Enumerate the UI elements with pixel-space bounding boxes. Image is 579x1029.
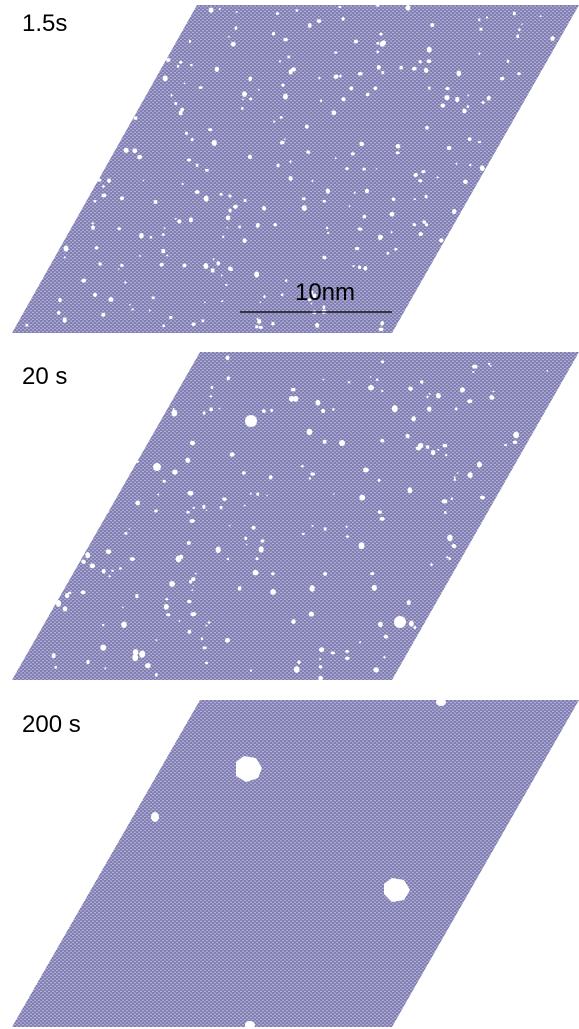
panel-label: 200 s — [22, 711, 81, 738]
panel-label: 20 s — [22, 363, 67, 390]
figure: 10nm 1.5s 20 s 200 s — [0, 0, 579, 1029]
panel-label: 1.5s — [22, 10, 67, 37]
scale-bar-label: 10nm — [295, 279, 355, 306]
lattice-sheet — [12, 700, 579, 1027]
